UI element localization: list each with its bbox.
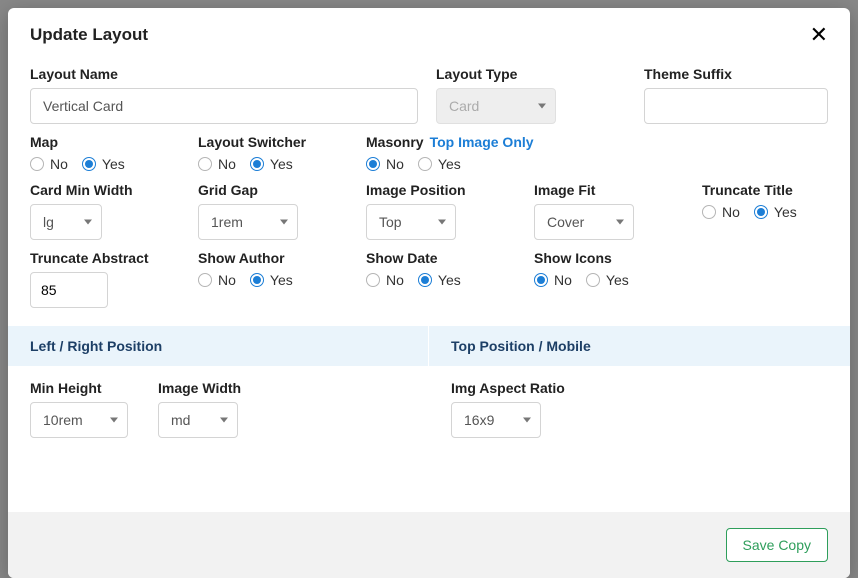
radio-icon bbox=[366, 157, 380, 171]
show-date-yes-option[interactable]: Yes bbox=[418, 272, 461, 288]
radio-icon bbox=[418, 273, 432, 287]
truncate-title-no-option[interactable]: No bbox=[702, 204, 740, 220]
radio-label: Yes bbox=[102, 156, 125, 172]
radio-label: No bbox=[554, 272, 572, 288]
grid-gap-label: Grid Gap bbox=[198, 182, 348, 198]
radio-label: Yes bbox=[438, 272, 461, 288]
radio-label: No bbox=[218, 156, 236, 172]
image-position-label: Image Position bbox=[366, 182, 516, 198]
map-yes-option[interactable]: Yes bbox=[82, 156, 125, 172]
layout-switcher-yes-option[interactable]: Yes bbox=[250, 156, 293, 172]
radio-label: No bbox=[722, 204, 740, 220]
radio-label: No bbox=[50, 156, 68, 172]
modal-header: Update Layout ✕ bbox=[8, 8, 850, 52]
layout-name-input[interactable] bbox=[30, 88, 418, 124]
truncate-title-yes-option[interactable]: Yes bbox=[754, 204, 797, 220]
radio-label: No bbox=[218, 272, 236, 288]
card-min-width-label: Card Min Width bbox=[30, 182, 180, 198]
truncate-title-radio-group: No Yes bbox=[702, 204, 828, 220]
radio-icon bbox=[366, 273, 380, 287]
map-radio-group: No Yes bbox=[30, 156, 180, 172]
theme-suffix-label: Theme Suffix bbox=[644, 66, 828, 82]
map-label: Map bbox=[30, 134, 180, 150]
layout-switcher-no-option[interactable]: No bbox=[198, 156, 236, 172]
radio-icon bbox=[30, 157, 44, 171]
radio-label: Yes bbox=[270, 272, 293, 288]
show-date-no-option[interactable]: No bbox=[366, 272, 404, 288]
image-fit-select[interactable]: Cover bbox=[534, 204, 634, 240]
radio-icon bbox=[418, 157, 432, 171]
radio-icon bbox=[198, 157, 212, 171]
radio-label: Yes bbox=[438, 156, 461, 172]
radio-icon bbox=[586, 273, 600, 287]
theme-suffix-input[interactable] bbox=[644, 88, 828, 124]
radio-label: No bbox=[386, 272, 404, 288]
radio-label: No bbox=[386, 156, 404, 172]
layout-type-label: Layout Type bbox=[436, 66, 626, 82]
image-width-select[interactable]: md bbox=[158, 402, 238, 438]
show-author-no-option[interactable]: No bbox=[198, 272, 236, 288]
show-date-label: Show Date bbox=[366, 250, 516, 266]
layout-type-select: Card bbox=[436, 88, 556, 124]
masonry-label-text: Masonry bbox=[366, 134, 424, 150]
section-header-right: Top Position / Mobile bbox=[429, 326, 850, 366]
map-no-option[interactable]: No bbox=[30, 156, 68, 172]
modal-footer: Save Copy bbox=[8, 512, 850, 578]
radio-label: Yes bbox=[270, 156, 293, 172]
right-section-body: Img Aspect Ratio 16x9 bbox=[429, 366, 850, 460]
save-copy-button[interactable]: Save Copy bbox=[726, 528, 828, 562]
show-icons-radio-group: No Yes bbox=[534, 272, 684, 288]
radio-icon bbox=[82, 157, 96, 171]
show-date-radio-group: No Yes bbox=[366, 272, 516, 288]
left-section-body: Min Height 10rem Image Width bbox=[8, 366, 429, 460]
show-author-yes-option[interactable]: Yes bbox=[250, 272, 293, 288]
radio-icon bbox=[198, 273, 212, 287]
grid-gap-select[interactable]: 1rem bbox=[198, 204, 298, 240]
masonry-radio-group: No Yes bbox=[366, 156, 828, 172]
radio-label: Yes bbox=[606, 272, 629, 288]
img-aspect-ratio-label: Img Aspect Ratio bbox=[451, 380, 565, 396]
radio-icon bbox=[754, 205, 768, 219]
image-position-select[interactable]: Top bbox=[366, 204, 456, 240]
min-height-select[interactable]: 10rem bbox=[30, 402, 128, 438]
show-author-label: Show Author bbox=[198, 250, 348, 266]
masonry-no-option[interactable]: No bbox=[366, 156, 404, 172]
image-width-label: Image Width bbox=[158, 380, 241, 396]
layout-switcher-label: Layout Switcher bbox=[198, 134, 348, 150]
close-icon[interactable]: ✕ bbox=[810, 24, 828, 46]
img-aspect-ratio-select[interactable]: 16x9 bbox=[451, 402, 541, 438]
radio-label: Yes bbox=[774, 204, 797, 220]
truncate-title-label: Truncate Title bbox=[702, 182, 828, 198]
truncate-abstract-label: Truncate Abstract bbox=[30, 250, 180, 266]
masonry-yes-option[interactable]: Yes bbox=[418, 156, 461, 172]
masonry-label: Masonry Top Image Only bbox=[366, 134, 828, 150]
masonry-hint: Top Image Only bbox=[430, 134, 534, 150]
layout-switcher-radio-group: No Yes bbox=[198, 156, 348, 172]
radio-icon bbox=[250, 273, 264, 287]
show-author-radio-group: No Yes bbox=[198, 272, 348, 288]
radio-icon bbox=[534, 273, 548, 287]
truncate-abstract-input[interactable] bbox=[30, 272, 108, 308]
section-header-left: Left / Right Position bbox=[8, 326, 429, 366]
update-layout-modal: Update Layout ✕ Layout Name Layout Type … bbox=[8, 8, 850, 578]
radio-icon bbox=[250, 157, 264, 171]
modal-body: Layout Name Layout Type Card Theme Suffi… bbox=[8, 52, 850, 476]
radio-icon bbox=[702, 205, 716, 219]
image-fit-label: Image Fit bbox=[534, 182, 684, 198]
modal-title: Update Layout bbox=[30, 25, 148, 45]
min-height-label: Min Height bbox=[30, 380, 128, 396]
show-icons-yes-option[interactable]: Yes bbox=[586, 272, 629, 288]
show-icons-label: Show Icons bbox=[534, 250, 684, 266]
card-min-width-select[interactable]: lg bbox=[30, 204, 102, 240]
show-icons-no-option[interactable]: No bbox=[534, 272, 572, 288]
layout-name-label: Layout Name bbox=[30, 66, 418, 82]
